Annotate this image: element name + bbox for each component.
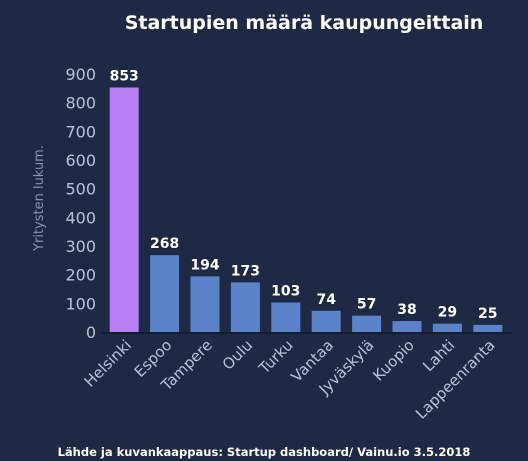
data-label: 853 bbox=[110, 68, 139, 84]
y-tick-label: 500 bbox=[65, 180, 96, 199]
data-label: 74 bbox=[316, 292, 336, 308]
bar bbox=[473, 324, 503, 332]
y-tick-label: 600 bbox=[65, 151, 96, 170]
y-tick-label: 900 bbox=[65, 65, 96, 84]
y-tick-label: 700 bbox=[65, 122, 96, 141]
data-labels: 853 268 194 173 103 74 57 38 29 25 bbox=[110, 68, 498, 321]
y-tick-label: 400 bbox=[65, 208, 96, 227]
y-tick-label: 800 bbox=[65, 94, 96, 113]
x-tick-label: Helsinki bbox=[81, 336, 135, 390]
y-tick-label: 0 bbox=[86, 323, 96, 342]
bar bbox=[311, 310, 341, 332]
data-label: 57 bbox=[357, 297, 376, 313]
bars bbox=[109, 87, 503, 333]
data-label: 103 bbox=[271, 283, 300, 299]
bar bbox=[271, 302, 301, 332]
x-tick-label: Oulu bbox=[219, 336, 256, 373]
data-label: 38 bbox=[397, 302, 416, 318]
data-label: 25 bbox=[478, 306, 497, 322]
data-label: 194 bbox=[190, 257, 219, 273]
data-label: 268 bbox=[150, 236, 179, 252]
source-note: Lähde ja kuvankaappaus: Startup dashboar… bbox=[58, 445, 471, 459]
bar bbox=[190, 276, 220, 332]
y-axis-ticks: 0 100 200 300 400 500 600 700 800 900 bbox=[65, 65, 96, 342]
y-tick-label: 200 bbox=[65, 266, 96, 285]
bar bbox=[150, 255, 180, 332]
bar bbox=[432, 323, 462, 332]
y-tick-label: 100 bbox=[65, 294, 96, 313]
bar bbox=[109, 87, 139, 333]
y-axis-label: Yritysten lukum. bbox=[32, 145, 47, 252]
y-tick-label: 300 bbox=[65, 237, 96, 256]
data-label: 29 bbox=[438, 305, 457, 321]
x-tick-label: Kuopio bbox=[369, 336, 418, 385]
bar bbox=[352, 315, 382, 332]
bar bbox=[392, 321, 422, 332]
data-label: 173 bbox=[231, 263, 260, 279]
chart-title: Startupien määrä kaupungeittain bbox=[125, 12, 484, 34]
bar bbox=[230, 282, 260, 332]
